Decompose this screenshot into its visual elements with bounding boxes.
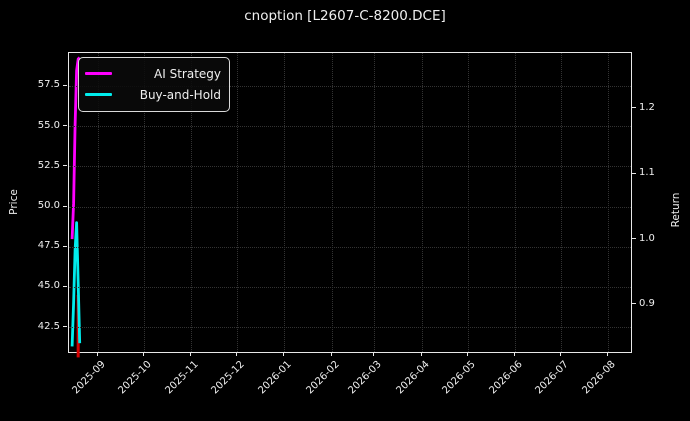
x-tick-mark: [559, 352, 561, 356]
vertical-gridline: [560, 53, 562, 352]
left-tick-mark: [63, 84, 67, 86]
vertical-gridline: [143, 53, 145, 352]
legend-label-buy-and-hold: Buy-and-Hold: [139, 87, 221, 102]
vertical-gridline: [191, 53, 193, 352]
x-tick-mark: [190, 352, 192, 356]
vertical-gridline: [374, 53, 376, 352]
left-tick-mark: [63, 125, 67, 127]
legend-entry-buy-and-hold: Buy-and-Hold: [85, 84, 221, 105]
vertical-gridline: [284, 53, 286, 352]
chart-title: cnoption [L2607-C-8200.DCE]: [244, 8, 446, 24]
vertical-gridline: [421, 53, 423, 352]
vertical-gridline: [331, 53, 333, 352]
right-tick-mark: [632, 238, 636, 240]
vertical-gridline: [98, 53, 100, 352]
horizontal-gridline: [69, 246, 631, 248]
x-tick-mark: [235, 352, 237, 356]
vertical-gridline: [514, 53, 516, 352]
plot-area: AI Strategy Buy-and-Hold: [68, 52, 632, 358]
legend-entry-ai-strategy: AI Strategy: [85, 63, 221, 84]
buy-and-hold-line-swatch: [85, 93, 112, 96]
x-tick-mark: [283, 352, 285, 356]
left-tick-label: 42.5: [37, 320, 60, 332]
left-tick-mark: [63, 205, 67, 207]
left-tick-label: 57.5: [37, 79, 60, 91]
right-tick-label: 0.9: [639, 297, 655, 309]
left-tick-mark: [63, 285, 67, 287]
horizontal-gridline: [69, 126, 631, 128]
vertical-gridline: [236, 53, 238, 352]
left-tick-label: 55.0: [37, 119, 60, 131]
x-tick-mark: [466, 352, 468, 356]
x-tick-mark: [513, 352, 515, 356]
horizontal-gridline: [69, 85, 631, 87]
x-tick-mark: [330, 352, 332, 356]
ai-strategy-line-swatch: [85, 72, 112, 75]
right-tick-label: 1.2: [639, 101, 655, 113]
x-tick-mark: [142, 352, 144, 356]
series-line-buy-and-hold: [70, 221, 82, 347]
legend: AI Strategy Buy-and-Hold: [78, 57, 230, 112]
vertical-gridline: [467, 53, 469, 352]
right-tick-label: 1.1: [639, 167, 655, 179]
right-tick-mark: [632, 303, 636, 305]
x-tick-mark: [607, 352, 609, 356]
legend-label-ai-strategy: AI Strategy: [154, 66, 221, 81]
right-tick-mark: [632, 107, 636, 109]
right-tick-mark: [632, 172, 636, 174]
vertical-gridline: [608, 53, 610, 352]
left-tick-mark: [63, 245, 67, 247]
left-tick-mark: [63, 326, 67, 328]
right-tick-label: 1.0: [639, 232, 655, 244]
x-tick-mark: [420, 352, 422, 356]
left-tick-label: 45.0: [37, 280, 60, 292]
left-tick-mark: [63, 165, 67, 167]
horizontal-gridline: [69, 166, 631, 168]
horizontal-gridline: [69, 206, 631, 208]
left-tick-label: 50.0: [37, 200, 60, 212]
left-tick-label: 52.5: [37, 159, 60, 171]
horizontal-gridline: [69, 286, 631, 288]
x-tick-mark: [373, 352, 375, 356]
left-tick-label: 47.5: [37, 240, 60, 252]
x-tick-mark: [97, 352, 99, 356]
horizontal-gridline: [69, 327, 631, 329]
